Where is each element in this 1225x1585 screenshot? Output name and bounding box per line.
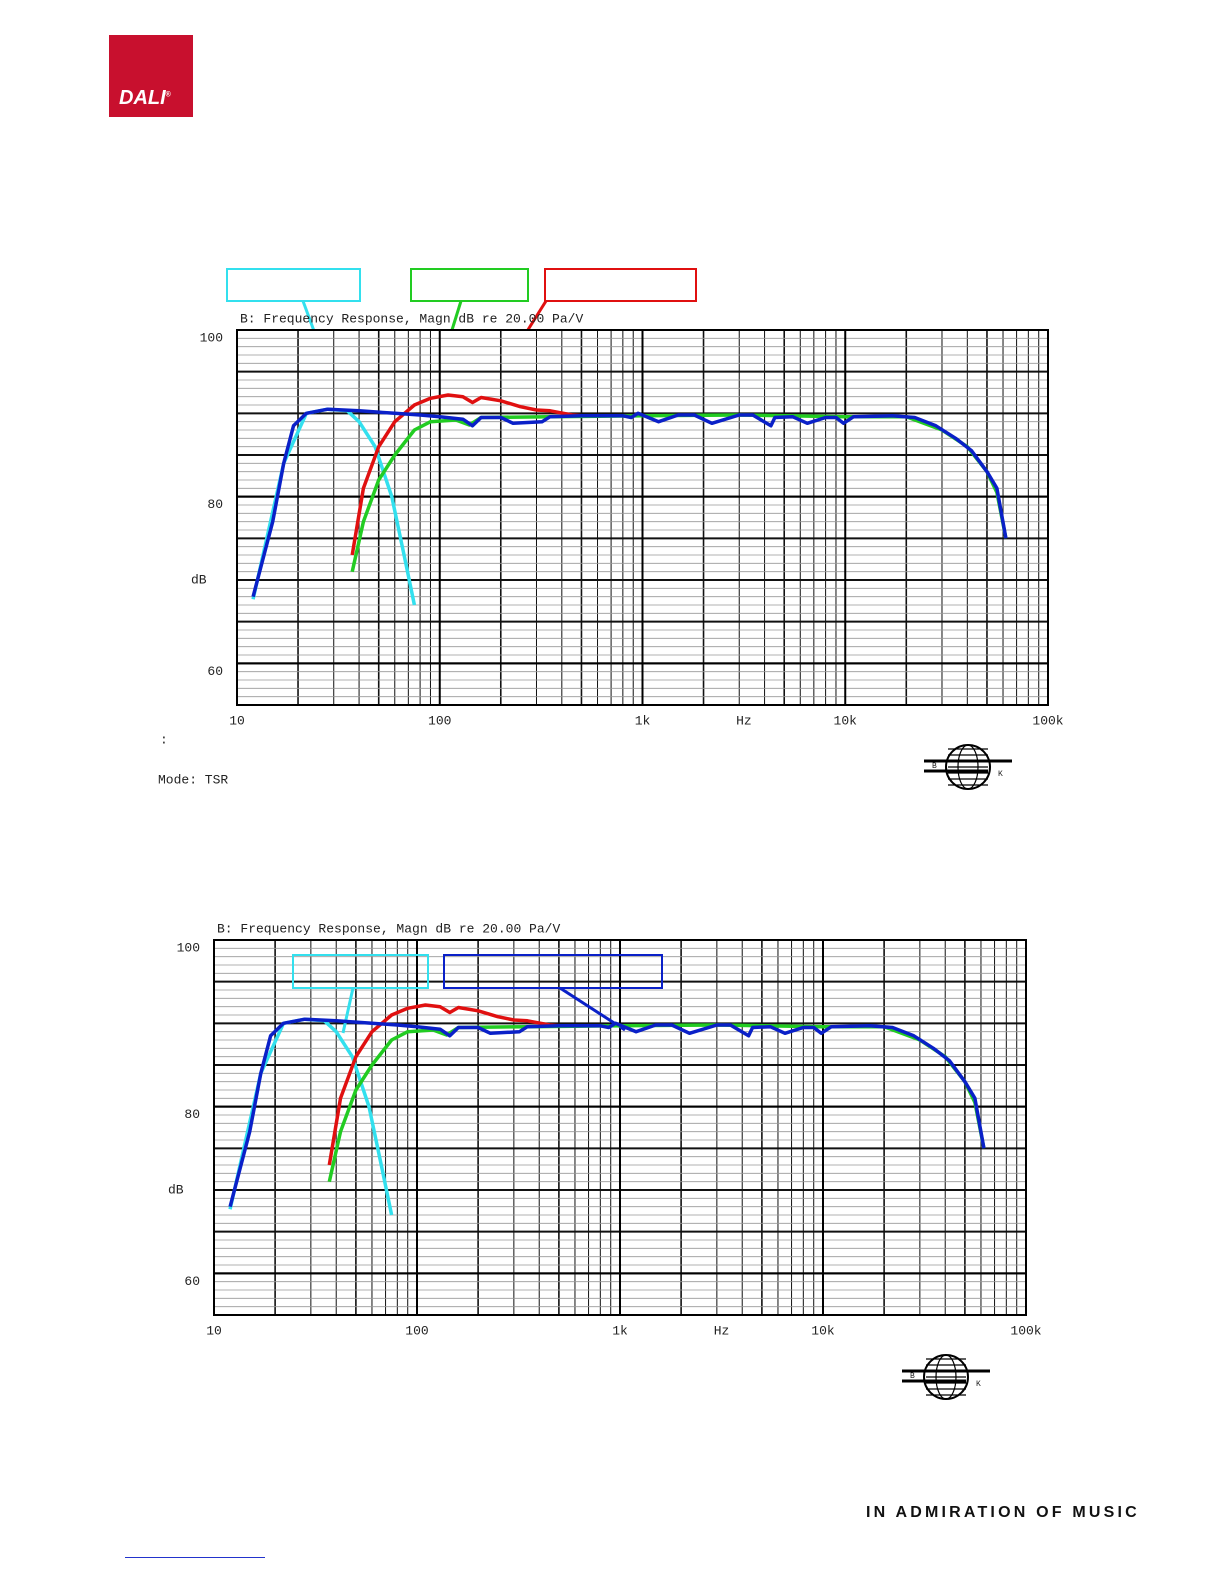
x-tick-label: 100 (428, 713, 451, 728)
annotation: : (160, 732, 168, 747)
series-line (251, 407, 417, 606)
x-axis-label: Hz (736, 713, 752, 728)
series-line (350, 393, 582, 556)
x-tick-label: 10k (811, 1323, 835, 1338)
chart: 10 100 1k 10k 100k 60 80 100 Hz dB B: Frequency Re… (168, 921, 1042, 1400)
x-tick-label: 1k (612, 1323, 628, 1338)
logo: DALI® (109, 35, 193, 117)
y-tick-label: 60 (184, 1274, 200, 1289)
x-tick-label: 10k (834, 713, 858, 728)
callout-box (410, 268, 529, 302)
logo-letter: B (910, 1372, 915, 1381)
series-line (228, 1017, 394, 1216)
x-tick-label: 10 (229, 713, 245, 728)
logo-mark: ® (165, 91, 171, 99)
callout-box (226, 268, 361, 302)
plot-frame (236, 329, 1049, 706)
x-axis-label: Hz (714, 1323, 730, 1338)
globe-line (957, 744, 979, 790)
y-tick-label: 80 (184, 1107, 200, 1122)
chart-title: B: Frequency Response, Magn dB re 20.00 … (240, 311, 583, 326)
callout-box (443, 954, 663, 989)
x-tick-label: 100k (1032, 713, 1063, 728)
bk-logo: BK (924, 744, 1012, 790)
y-axis-label: dB (191, 572, 207, 587)
series-line (251, 407, 1008, 598)
slogan: IN ADMIRATION OF MUSIC (866, 1504, 1140, 1521)
y-tick-label: 80 (207, 497, 223, 512)
logo-word: DALI (119, 87, 166, 109)
link-underline[interactable] (125, 1557, 265, 1558)
series-line (228, 1017, 986, 1208)
x-tick-label: 10 (206, 1323, 222, 1338)
bk-logo: BK (902, 1354, 990, 1400)
plot-frame (213, 939, 1027, 1316)
logo-text: DALI® (119, 87, 171, 110)
series-line (327, 1003, 560, 1166)
logo-letter: K (998, 770, 1003, 779)
y-axis-label: dB (168, 1182, 184, 1197)
x-tick-label: 100k (1010, 1323, 1041, 1338)
x-tick-label: 1k (635, 713, 651, 728)
x-tick-label: 100 (405, 1323, 428, 1338)
callout-box (292, 954, 429, 989)
logo-letter: B (932, 762, 937, 771)
mode-label: Mode: TSR (158, 772, 228, 787)
y-tick-label: 60 (207, 664, 223, 679)
logo-letter: K (976, 1380, 981, 1389)
callout-line (341, 987, 355, 1034)
chart: : Mode: TSR 10 100 1k 10k 100k 60 80 100 Hz dB B: … (158, 268, 1064, 790)
y-tick-label: 100 (200, 330, 223, 345)
globe-line (935, 1354, 957, 1400)
chart-title: B: Frequency Response, Magn dB re 20.00 … (217, 921, 560, 936)
y-tick-label: 100 (177, 940, 200, 955)
callout-box (544, 268, 697, 302)
